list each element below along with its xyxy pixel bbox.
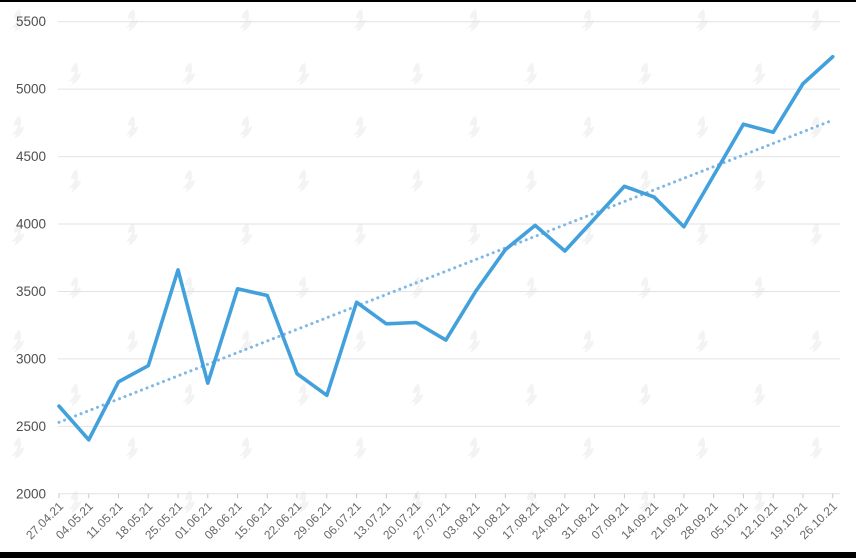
forklog-logo-watermark — [239, 223, 252, 246]
forklog-logo-watermark — [410, 276, 423, 299]
forklog-logo-watermark — [524, 62, 537, 85]
price-line-path — [57, 54, 835, 442]
forklog-logo-watermark — [353, 223, 366, 246]
forklog-logo-watermark — [467, 116, 480, 139]
forklog-logo-watermark — [410, 62, 423, 85]
forklog-logo-watermark — [11, 223, 24, 246]
forklog-logo-watermark — [752, 490, 765, 513]
forklog-logo-watermark — [752, 383, 765, 406]
frame-bottom-bar — [0, 552, 856, 558]
y-tick-label: 3500 — [16, 284, 46, 299]
forklog-logo-watermark — [809, 9, 822, 32]
forklog-logo-watermark — [68, 490, 81, 513]
forklog-logo-watermark — [353, 437, 366, 460]
forklog-logo-watermark — [182, 383, 195, 406]
forklog-logo-watermark — [695, 116, 708, 139]
forklog-logo-watermark — [638, 276, 651, 299]
x-axis-ticks — [58, 493, 834, 499]
forklog-logo-watermark — [125, 437, 138, 460]
x-axis-labels: 27.04.2104.05.2111.05.2118.05.2125.05.21… — [23, 499, 840, 542]
forklog-logo-watermark — [467, 9, 480, 32]
forklog-logo-watermark — [524, 383, 537, 406]
frame-top-bar — [0, 0, 856, 2]
forklog-logo-watermark — [410, 383, 423, 406]
grid-lines — [58, 21, 840, 495]
trend-line-path — [57, 118, 835, 424]
forklog-logo-watermark — [467, 223, 480, 246]
trend-line — [57, 118, 835, 424]
forklog-logo-watermark — [125, 116, 138, 139]
forklog-logo-watermark — [695, 223, 708, 246]
forklog-logo-watermark — [638, 62, 651, 85]
forklog-logo-watermark — [296, 490, 309, 513]
price-line — [57, 54, 835, 442]
forklog-logo-watermark — [296, 62, 309, 85]
forklog-logo-watermark — [638, 383, 651, 406]
forklog-logo-watermark — [239, 9, 252, 32]
forklog-logo-watermark — [296, 276, 309, 299]
forklog-logo-watermark — [809, 437, 822, 460]
forklog-logo-watermark — [296, 383, 309, 406]
forklog-logo-watermark — [68, 169, 81, 192]
forklog-logo-watermark — [125, 330, 138, 353]
forklog-logo-watermark — [296, 169, 309, 192]
forklog-logo-watermark — [467, 437, 480, 460]
forklog-logo-watermark — [11, 116, 24, 139]
forklog-logo-watermark — [11, 437, 24, 460]
forklog-logo-watermark — [695, 330, 708, 353]
forklog-logo-watermark — [239, 116, 252, 139]
forklog-logo-watermark — [353, 9, 366, 32]
forklog-logo-watermark — [524, 276, 537, 299]
forklog-logo-watermark — [809, 223, 822, 246]
forklog-logo-watermark — [581, 437, 594, 460]
forklog-logo-watermark — [752, 169, 765, 192]
y-tick-label: 3000 — [16, 351, 46, 366]
forklog-logo-watermark — [581, 223, 594, 246]
forklog-logo-watermark — [239, 437, 252, 460]
forklog-logo-watermark — [182, 62, 195, 85]
forklog-logo-watermark — [695, 437, 708, 460]
forklog-logo-watermark — [752, 62, 765, 85]
forklog-logo-watermark — [353, 116, 366, 139]
y-tick-label: 5000 — [16, 82, 46, 97]
forklog-logo-watermark — [410, 490, 423, 513]
forklog-logo-watermark — [581, 330, 594, 353]
forklog-logo-watermark — [239, 330, 252, 353]
forklog-logo-watermark — [125, 9, 138, 32]
forklog-logo-watermark — [410, 169, 423, 192]
forklog-logo-watermark — [638, 169, 651, 192]
y-tick-label: 4500 — [16, 149, 46, 164]
forklog-logo-watermark — [752, 276, 765, 299]
forklog-logo-watermark — [68, 62, 81, 85]
forklog-logo-watermark — [638, 490, 651, 513]
forklog-logo-watermark — [524, 490, 537, 513]
y-tick-label: 2500 — [16, 419, 46, 434]
forklog-logo-watermark — [467, 330, 480, 353]
watermark-pattern — [11, 9, 822, 513]
forklog-logo-watermark — [524, 169, 537, 192]
forklog-logo-watermark — [125, 223, 138, 246]
forklog-logo-watermark — [68, 383, 81, 406]
forklog-logo-watermark — [809, 116, 822, 139]
forklog-logo-watermark — [581, 9, 594, 32]
forklog-logo-watermark — [182, 169, 195, 192]
forklog-logo-watermark — [809, 330, 822, 353]
forklog-logo-watermark — [68, 276, 81, 299]
forklog-logo-watermark — [581, 116, 594, 139]
y-axis-labels: 2000 2500 3000 3500 4000 4500 5000 5500 — [16, 14, 46, 501]
forklog-logo-watermark — [695, 9, 708, 32]
y-tick-label: 2000 — [16, 486, 46, 501]
y-tick-label: 4000 — [16, 217, 46, 232]
forklog-logo-watermark — [11, 9, 24, 32]
forklog-logo-watermark — [11, 330, 24, 353]
forklog-logo-watermark — [182, 490, 195, 513]
forklog-logo-watermark — [353, 330, 366, 353]
y-tick-label: 5500 — [16, 14, 46, 29]
